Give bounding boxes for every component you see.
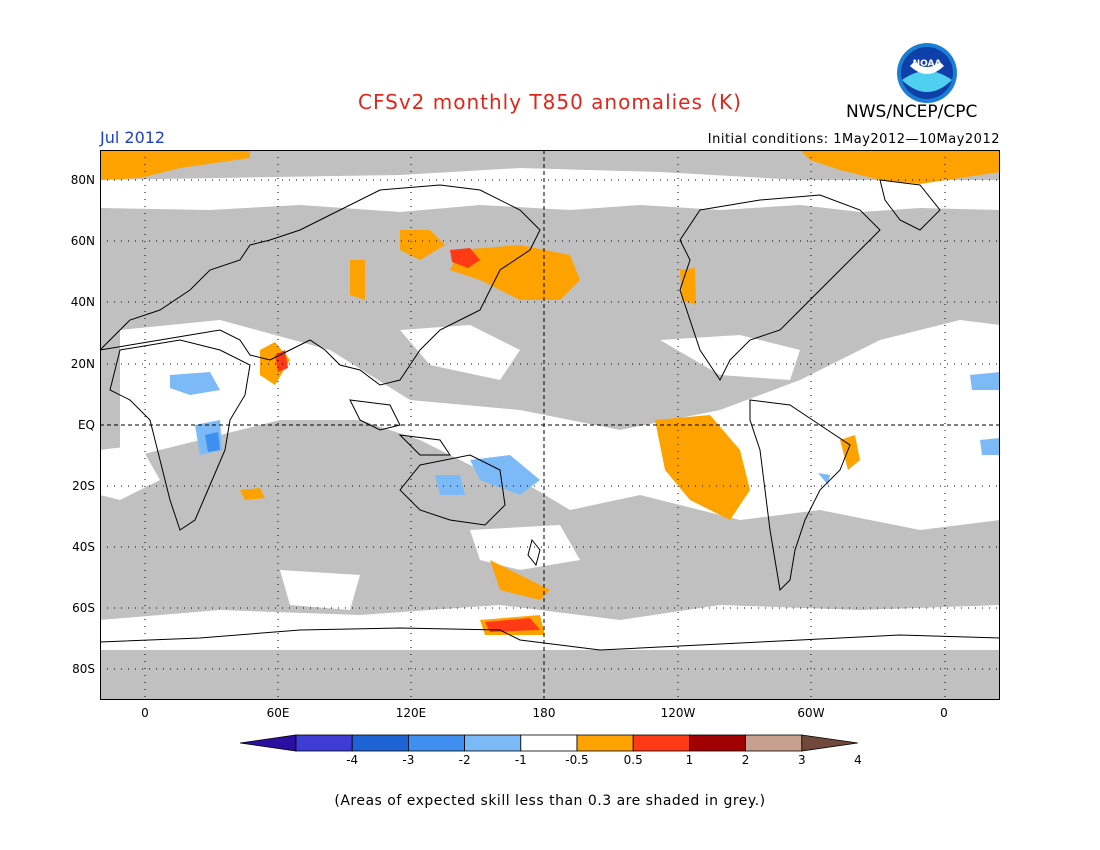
agency-label: NWS/NCEP/CPC (846, 102, 978, 122)
lon-label: 0 (141, 706, 149, 720)
lon-label: 60E (266, 706, 290, 720)
skill-note: (Areas of expected skill less than 0.3 a… (334, 793, 766, 809)
colorbar-swatch (688, 734, 746, 752)
positive-anomaly-regions (100, 150, 1000, 635)
lat-label: 20S (72, 479, 95, 493)
moderate-negative-anomaly-regions (205, 432, 220, 452)
lat-label: 20N (70, 357, 95, 371)
initial-conditions: Initial conditions: 1May2012—10May2012 (707, 132, 1000, 147)
graticule (100, 150, 1000, 700)
colorbar-label: 1 (685, 753, 694, 767)
colorbar-swatch (407, 734, 465, 752)
colorbar-label: 4 (854, 753, 862, 767)
colorbar-label: -1 (514, 753, 527, 767)
colorbar (240, 734, 858, 752)
colorbar-swatch (295, 734, 353, 752)
colorbar-label: 0.5 (623, 753, 643, 767)
colorbar-swatch (351, 734, 409, 752)
neutral-anomaly-regions (100, 168, 1000, 650)
colorbar-swatch (240, 734, 297, 752)
colorbar-swatch (632, 734, 690, 752)
lon-label: 180 (532, 706, 556, 720)
lon-label: 0 (940, 706, 948, 720)
lat-label: 60N (70, 234, 95, 248)
lon-label: 120E (395, 706, 427, 720)
colorbar-label: -0.5 (565, 753, 589, 767)
colorbar-swatch (745, 734, 803, 752)
lon-label: 120W (660, 706, 696, 720)
forecast-month: Jul 2012 (100, 128, 166, 147)
lon-label: 60W (797, 706, 825, 720)
equator-dateline (100, 150, 1000, 700)
lat-label: 40N (70, 295, 95, 309)
lat-label: 80S (72, 662, 95, 676)
colorbar-label: -4 (346, 753, 359, 767)
colorbar-swatch (464, 734, 522, 752)
map-title: CFSv2 monthly T850 anomalies (K) (358, 90, 742, 114)
svg-text:NOAA: NOAA (913, 59, 942, 69)
anomaly-map (100, 150, 1000, 700)
negative-anomaly-regions (170, 372, 1000, 495)
lat-label: EQ (77, 418, 95, 432)
lat-label: 80N (70, 173, 95, 187)
lat-label: 40S (72, 540, 95, 554)
colorbar-label: -3 (402, 753, 415, 767)
lat-label: 60S (72, 601, 95, 615)
noaa-logo: NOAA (897, 43, 957, 103)
colorbar-swatch (576, 734, 634, 752)
coastlines (100, 179, 1000, 651)
colorbar-swatch (520, 734, 578, 752)
colorbar-label: -2 (458, 753, 471, 767)
colorbar-label: 2 (741, 753, 750, 767)
colorbar-swatch (801, 734, 858, 752)
colorbar-label: 3 (797, 753, 806, 767)
